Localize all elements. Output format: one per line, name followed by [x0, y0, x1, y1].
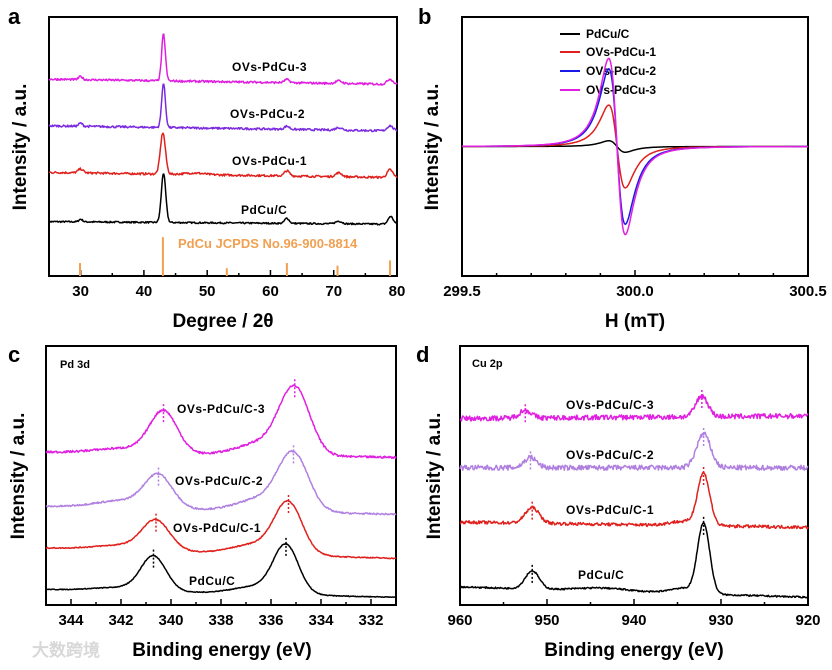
series-label-a-3: OVs-PdCu-3 [232, 60, 307, 74]
tick-label-b: 300.0 [616, 283, 654, 300]
series-line-a-2 [48, 83, 398, 133]
xlabel-d: Binding energy (eV) [544, 640, 723, 661]
legend-b: PdCu/C OVs-PdCu-1 OVs-PdCu-2 OVs-PdCu-3 [560, 27, 656, 97]
series-line-a-0 [48, 173, 398, 226]
tick-label-c: 336 [258, 612, 283, 629]
tick-label-d: 920 [795, 612, 820, 629]
plot-frame-a [48, 16, 398, 277]
series-label-d-1: OVs-PdCu/C-1 [566, 503, 654, 517]
series-line-c-0 [45, 543, 397, 599]
series-label-a-1: OVs-PdCu-1 [232, 154, 307, 168]
tick-label-d: 950 [534, 612, 559, 629]
series-line-c-1 [45, 500, 397, 560]
series-label-d-2: OVs-PdCu/C-2 [566, 448, 654, 462]
series-label-a-2: OVs-PdCu-2 [230, 107, 305, 121]
panel-letter-a: a [8, 4, 21, 29]
series-line-d-3 [459, 394, 809, 422]
tick-label-c: 340 [158, 612, 183, 629]
ylabel-a: Intensity / a.u. [10, 84, 31, 211]
tick-label-b: 299.5 [443, 283, 481, 300]
tick-label-c: 338 [208, 612, 233, 629]
panel-letter-c: c [8, 342, 20, 367]
tick-label-a: 60 [262, 283, 279, 300]
tick-label-d: 940 [621, 612, 646, 629]
series-line-c-2 [45, 449, 397, 516]
series-line-a-3 [48, 33, 398, 86]
series-line-d-1 [459, 471, 809, 530]
plot-frame-d [459, 345, 809, 606]
series-label-d-0: PdCu/C [578, 568, 624, 582]
corner-label-d: Cu 2p [472, 358, 503, 370]
corner-label-c: Pd 3d [60, 359, 90, 371]
ylabel-c: Intensity / a.u. [8, 413, 29, 540]
watermark: 大数跨境 [32, 640, 100, 660]
series-line-b-3 [461, 57, 809, 236]
tick-label-a: 50 [199, 283, 216, 300]
series-line-d-2 [459, 431, 809, 472]
tick-label-c: 344 [58, 612, 84, 629]
panel-letter-d: d [416, 342, 429, 367]
tick-label-a: 70 [325, 283, 342, 300]
legend-label-2: OVs-PdCu-2 [586, 64, 656, 78]
ylabel-d: Intensity / a.u. [424, 413, 445, 540]
ylabel-b: Intensity / a.u. [422, 84, 443, 211]
tick-label-b: 300.5 [789, 283, 827, 300]
series-line-a-1 [48, 132, 398, 179]
series-label-c-1: OVs-PdCu/C-1 [173, 521, 261, 535]
tick-label-c: 334 [308, 612, 334, 629]
series-line-d-0 [459, 522, 809, 599]
tick-label-a: 40 [136, 283, 153, 300]
tick-label-a: 30 [72, 283, 89, 300]
tick-label-c: 332 [358, 612, 383, 629]
xlabel-a: Degree / 2θ [172, 311, 273, 332]
reference-label: PdCu JCPDS No.96-900-8814 [178, 236, 358, 251]
legend-label-1: OVs-PdCu-1 [586, 45, 656, 59]
legend-label-3: OVs-PdCu-3 [586, 83, 656, 97]
series-label-c-2: OVs-PdCu/C-2 [175, 474, 263, 488]
series-label-c-3: OVs-PdCu/C-3 [177, 402, 265, 416]
tick-label-d: 930 [708, 612, 733, 629]
xlabel-c: Binding energy (eV) [132, 640, 311, 661]
legend-label-0: PdCu/C [586, 27, 630, 41]
panel-letter-b: b [418, 4, 431, 29]
xlabel-b: H (mT) [605, 311, 665, 332]
tick-label-c: 342 [108, 612, 133, 629]
tick-label-a: 80 [389, 283, 406, 300]
series-label-a-0: PdCu/C [241, 203, 287, 217]
tick-label-d: 960 [447, 612, 472, 629]
series-line-c-3 [45, 383, 397, 460]
series-label-d-3: OVs-PdCu/C-3 [566, 398, 654, 412]
series-label-c-0: PdCu/C [189, 574, 235, 588]
